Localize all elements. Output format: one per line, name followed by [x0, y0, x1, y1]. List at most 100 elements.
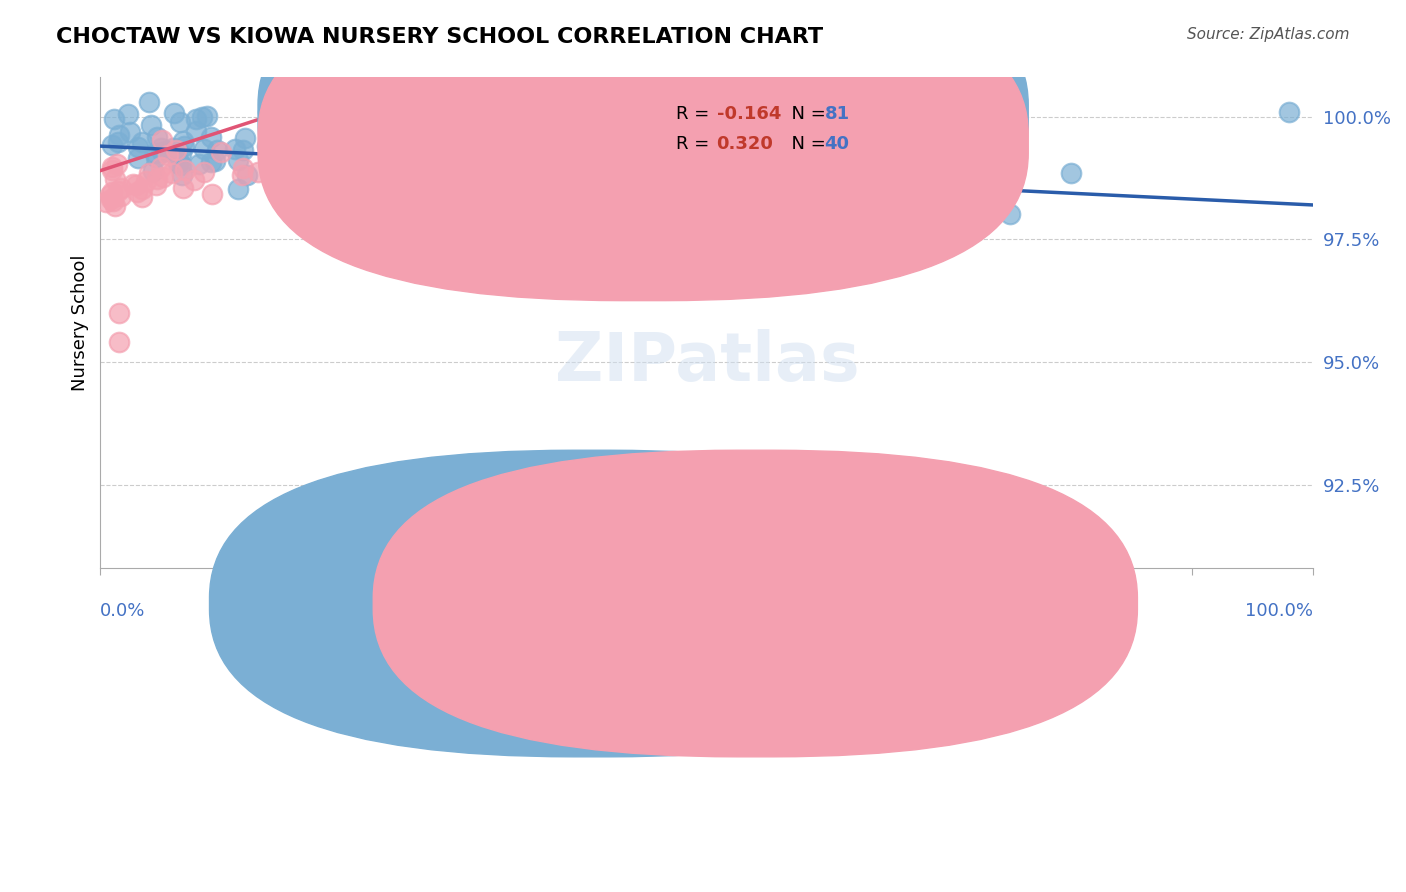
Text: Kiowa: Kiowa: [786, 595, 839, 613]
Point: [823, 188, 845, 202]
Point: [107, 335, 129, 350]
Point: [138, 166, 160, 180]
Point: [228, 153, 250, 168]
Point: [127, 152, 149, 166]
Point: [392, 138, 415, 153]
Point: [107, 135, 129, 149]
Point: [101, 185, 124, 199]
Point: [382, 128, 405, 142]
Point: [146, 130, 169, 145]
Point: [170, 147, 193, 161]
Text: Choctaw: Choctaw: [621, 595, 700, 613]
Point: [963, 207, 986, 221]
Point: [107, 184, 129, 198]
Point: [186, 112, 208, 126]
Point: [257, 104, 280, 119]
Point: [146, 172, 169, 186]
Point: [401, 140, 423, 154]
Point: [131, 190, 153, 204]
Text: 40: 40: [824, 135, 849, 153]
Point: [172, 181, 194, 195]
Point: [131, 182, 153, 196]
Point: [165, 143, 187, 157]
Point: [96, 195, 118, 210]
Point: [706, 153, 728, 168]
Point: [247, 165, 270, 179]
Text: 0.320: 0.320: [717, 135, 773, 153]
FancyBboxPatch shape: [259, 0, 1028, 301]
Point: [169, 114, 191, 128]
Text: N =: N =: [779, 135, 831, 153]
Point: [200, 129, 222, 144]
Point: [232, 143, 254, 157]
Point: [415, 128, 437, 142]
Point: [744, 176, 766, 190]
Point: [717, 187, 740, 202]
Point: [191, 110, 214, 124]
Point: [167, 154, 190, 169]
Point: [105, 157, 128, 171]
Point: [107, 306, 129, 320]
Point: [170, 158, 193, 172]
Point: [263, 116, 285, 130]
Point: [938, 232, 960, 246]
Point: [676, 112, 699, 127]
Point: [183, 173, 205, 187]
Point: [763, 168, 786, 182]
Point: [284, 157, 307, 171]
Text: -0.164: -0.164: [717, 105, 780, 123]
Point: [998, 207, 1021, 221]
Text: R =: R =: [676, 105, 716, 123]
Point: [162, 141, 184, 155]
Point: [163, 106, 186, 120]
Point: [156, 147, 179, 161]
Text: CHOCTAW VS KIOWA NURSERY SCHOOL CORRELATION CHART: CHOCTAW VS KIOWA NURSERY SCHOOL CORRELAT…: [56, 27, 824, 46]
FancyBboxPatch shape: [209, 450, 974, 756]
Point: [150, 133, 173, 147]
Point: [150, 160, 173, 174]
Point: [152, 170, 174, 185]
Point: [135, 174, 157, 188]
Text: N =: N =: [779, 105, 831, 123]
Point: [276, 156, 298, 170]
Point: [439, 128, 461, 142]
Point: [173, 139, 195, 153]
Point: [364, 156, 387, 170]
Point: [101, 137, 124, 152]
Point: [139, 118, 162, 132]
Point: [486, 164, 509, 178]
Point: [509, 109, 531, 123]
Point: [231, 168, 253, 182]
Point: [232, 161, 254, 176]
Point: [200, 155, 222, 169]
Point: [510, 145, 533, 159]
Point: [720, 143, 742, 157]
Point: [138, 95, 160, 109]
Point: [160, 165, 183, 179]
Point: [118, 125, 141, 139]
Point: [280, 122, 302, 136]
Text: 0.0%: 0.0%: [100, 602, 146, 620]
Point: [204, 154, 226, 169]
Point: [344, 167, 367, 181]
Point: [172, 134, 194, 148]
Point: [142, 164, 165, 178]
Point: [100, 192, 122, 206]
Point: [256, 139, 278, 153]
Point: [205, 144, 228, 158]
Point: [101, 163, 124, 178]
Point: [172, 168, 194, 182]
Point: [103, 112, 125, 127]
Point: [353, 152, 375, 166]
Point: [938, 155, 960, 169]
Point: [145, 150, 167, 164]
Point: [104, 199, 127, 213]
Point: [664, 147, 686, 161]
Point: [143, 145, 166, 160]
Point: [193, 142, 215, 156]
Point: [696, 153, 718, 167]
Point: [224, 142, 246, 156]
Text: Source: ZipAtlas.com: Source: ZipAtlas.com: [1187, 27, 1350, 42]
Point: [201, 186, 224, 201]
Y-axis label: Nursery School: Nursery School: [72, 254, 89, 391]
